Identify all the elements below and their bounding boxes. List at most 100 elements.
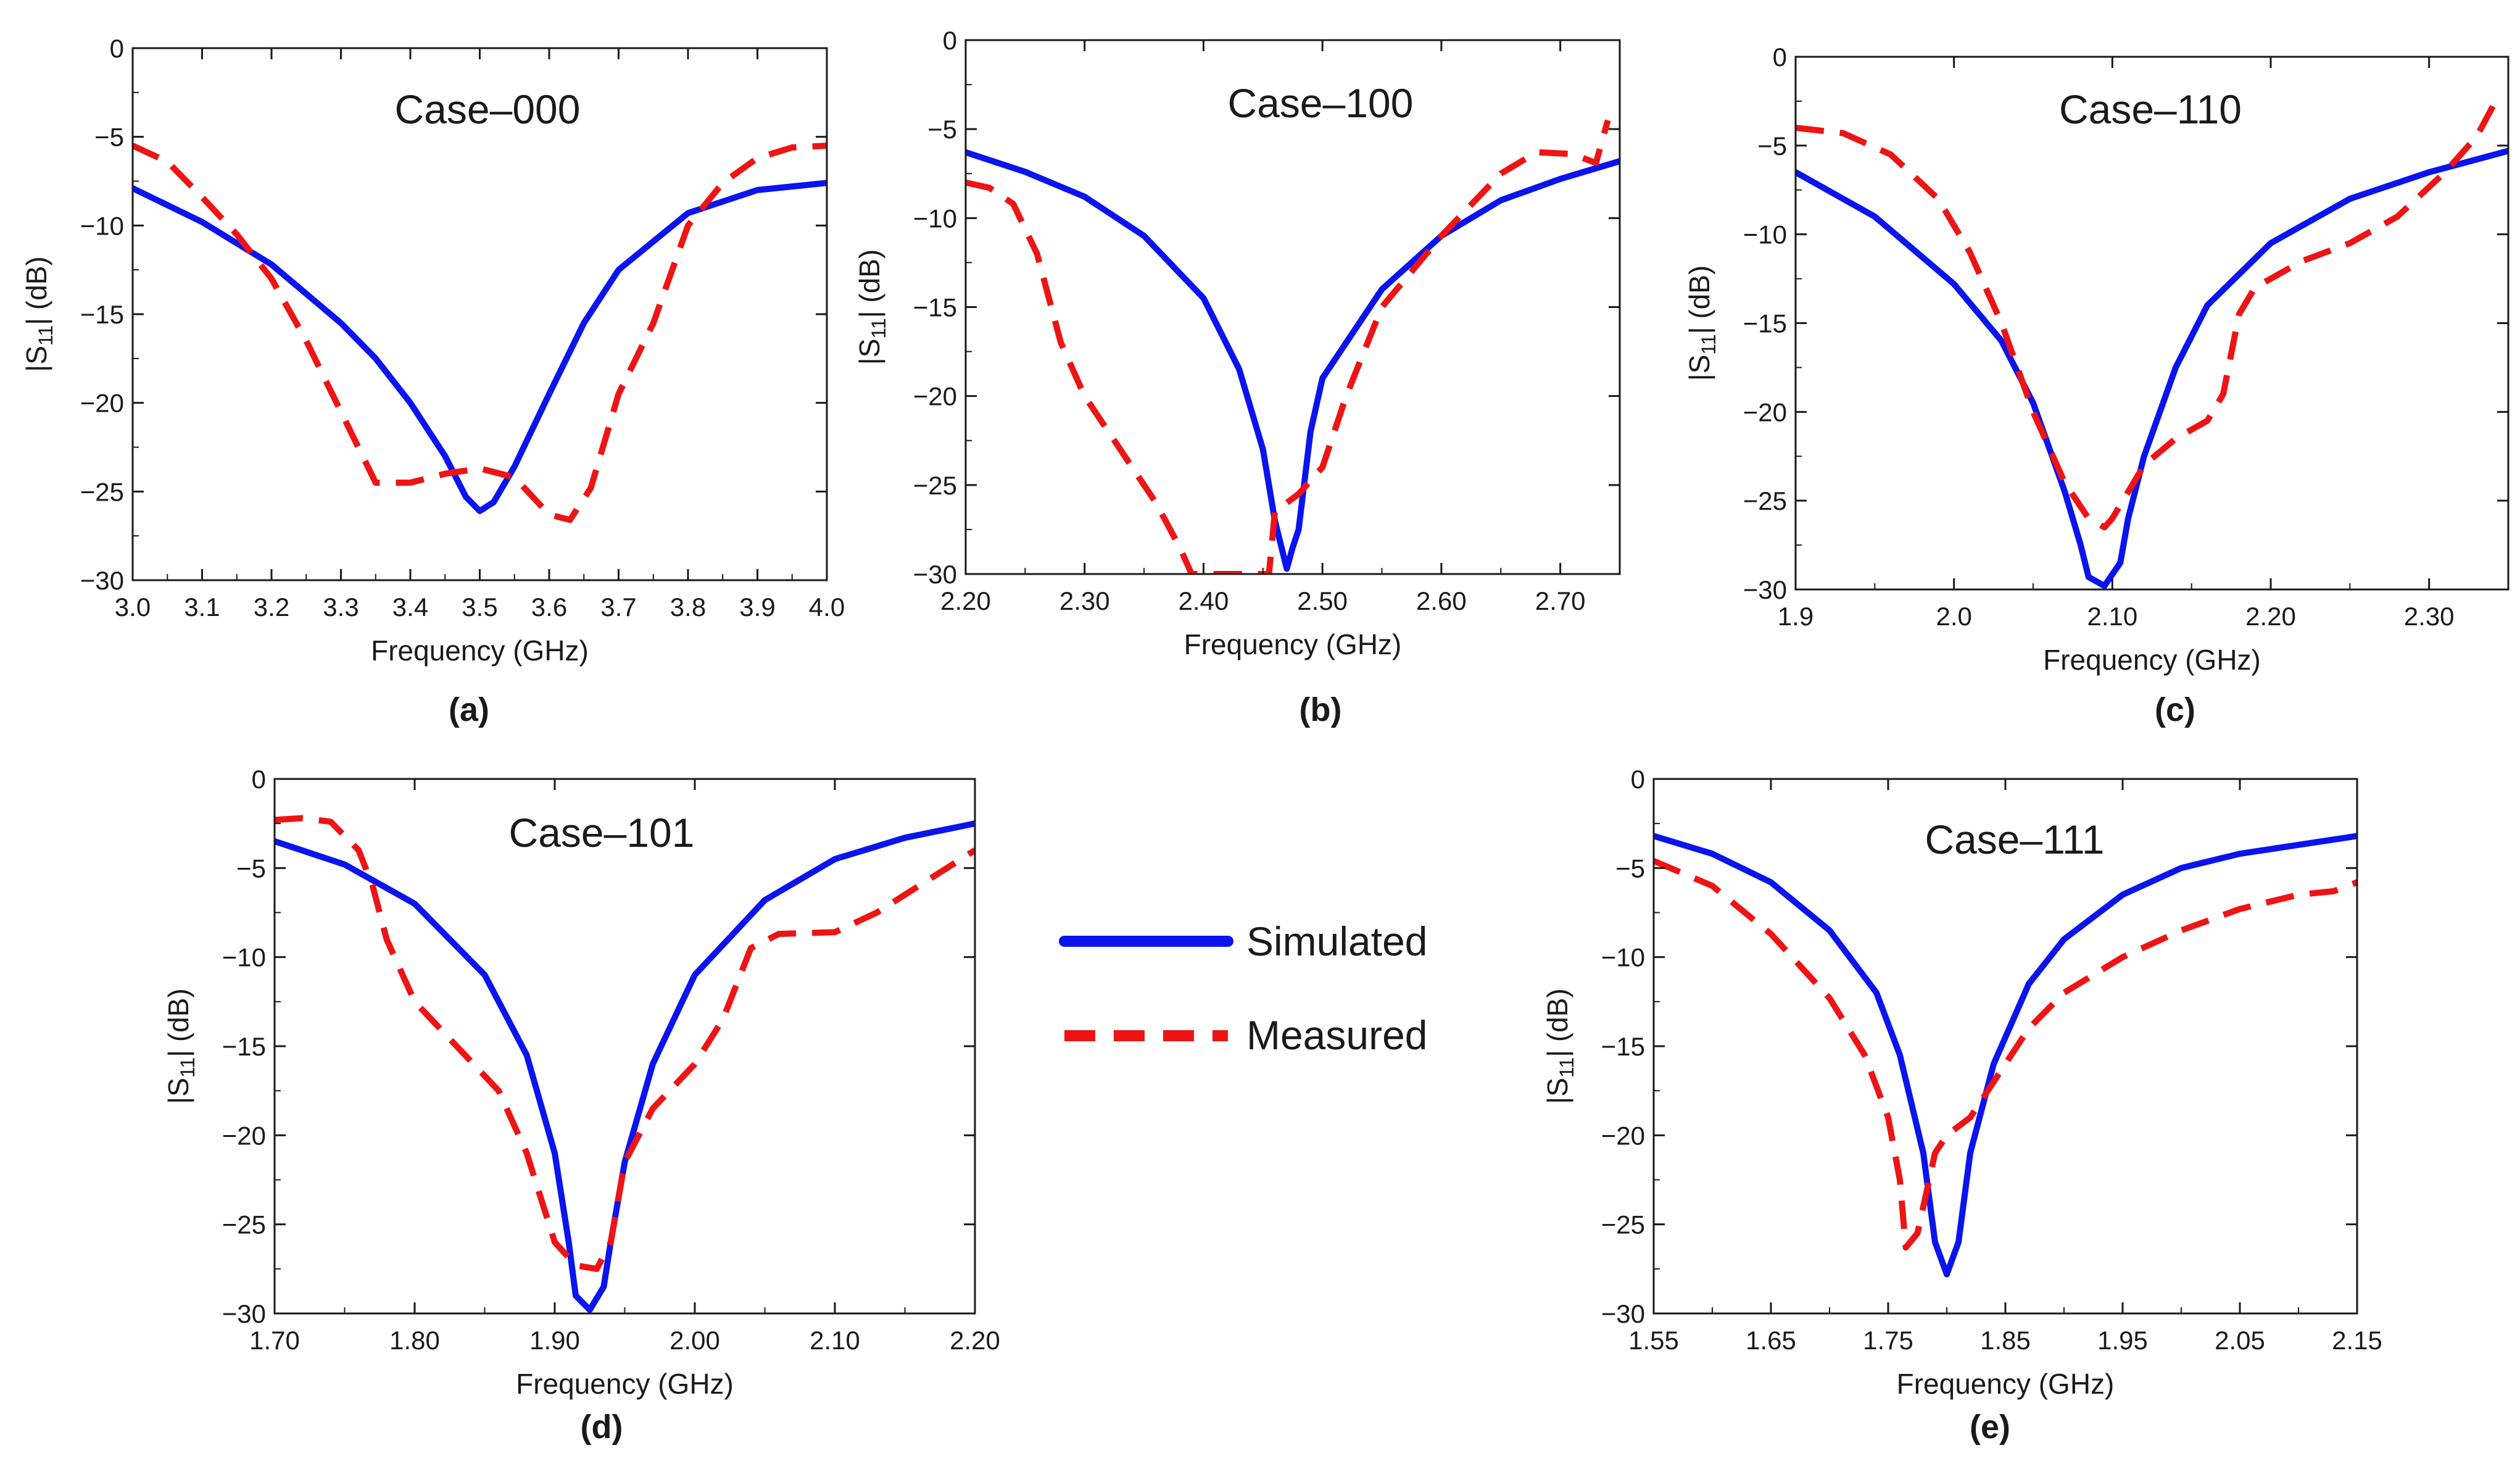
x-axis-label: Frequency (GHz) (1184, 628, 1402, 660)
y-tick-label: −10 (913, 204, 957, 233)
panel-label: (c) (2155, 691, 2195, 728)
plot-frame (273, 778, 976, 1315)
x-tick-label: 2.30 (1059, 586, 1110, 615)
y-axis-label: |S11| (dB) (1683, 265, 1720, 381)
y-tick-label: 0 (110, 34, 124, 63)
measured-series-line (275, 815, 975, 1272)
legend: Simulated Measured (1059, 918, 1428, 1058)
x-tick-label: 2.30 (2404, 602, 2455, 631)
x-tick-label: 3.4 (392, 593, 428, 622)
x-tick-label: 1.70 (249, 1326, 300, 1355)
y-tick-label: −20 (80, 389, 124, 418)
y-tick-label: −30 (222, 1299, 266, 1328)
x-tick-label: 1.95 (2097, 1326, 2148, 1355)
x-tick-label: 4.0 (809, 593, 845, 622)
legend-simulated-label: Simulated (1246, 918, 1428, 964)
x-tick-label: 1.55 (1628, 1326, 1679, 1355)
y-axis-label: |S11| (dB) (853, 249, 890, 365)
x-tick-label: 1.85 (1980, 1326, 2031, 1355)
y-tick-label: −5 (927, 115, 957, 144)
x-tick-label: 2.10 (2087, 602, 2137, 631)
panel-label: (e) (1970, 1409, 2010, 1446)
y-tick-label: −10 (1601, 943, 1645, 972)
measured-series-line (133, 143, 827, 523)
x-tick-label: 2.05 (2215, 1326, 2265, 1355)
y-tick-label: −20 (222, 1121, 266, 1150)
panel-label: (a) (449, 691, 489, 728)
chart-panel-4: 1.70 1.80 1.90 2.00 2.10 2.20 0 −5 −10 −15 −20 −25 −… (162, 765, 1000, 1446)
plot-frame (1794, 56, 2510, 591)
y-tick-label: −25 (222, 1210, 266, 1239)
panel-label: (b) (1299, 691, 1342, 728)
x-tick-label: 2.20 (2245, 602, 2296, 631)
x-axis-label: Frequency (GHz) (516, 1368, 734, 1400)
x-tick-label: 2.50 (1297, 586, 1348, 615)
x-tick-label: 1.90 (529, 1326, 580, 1355)
x-tick-label: 2.20 (950, 1326, 1000, 1355)
measured-series-line (1796, 91, 2503, 531)
y-tick-label: −10 (222, 943, 266, 972)
y-tick-label: −5 (236, 854, 266, 883)
x-tick-label: 3.1 (184, 593, 220, 622)
y-tick-label: −5 (1757, 131, 1787, 160)
y-tick-label: −25 (913, 471, 957, 500)
x-tick-label: 3.5 (462, 593, 497, 622)
x-tick-label: 3.9 (739, 593, 775, 622)
x-tick-label: 2.20 (940, 586, 991, 615)
y-tick-label: −30 (913, 560, 957, 589)
chart-panel-2: 2.20 2.30 2.40 2.50 2.60 2.70 0 −5 −10 −15 −20 −25 −… (853, 26, 1621, 728)
y-tick-label: −20 (1601, 1121, 1645, 1150)
chart-panel-1: 3.0 3.1 3.2 3.3 3.4 3.5 3.6 3.7 3.8 3.9 4.0 0 −5 −10 −… (20, 34, 845, 728)
y-tick-label: −30 (1601, 1299, 1645, 1328)
y-tick-label: −25 (80, 477, 124, 506)
x-tick-label: 2.70 (1535, 586, 1586, 615)
x-tick-label: 2.15 (2332, 1326, 2382, 1355)
x-tick-label: 2.00 (669, 1326, 720, 1355)
x-axis-label: Frequency (GHz) (2043, 644, 2261, 676)
y-tick-label: 0 (1631, 765, 1645, 794)
y-tick-label: −15 (913, 293, 957, 322)
chart-title: Case–110 (2059, 86, 2242, 132)
y-tick-label: −25 (1743, 486, 1787, 515)
y-tick-label: −10 (1743, 220, 1787, 249)
y-tick-label: −5 (94, 123, 124, 152)
y-tick-label: 0 (252, 765, 266, 794)
chart-title: Case–111 (1925, 817, 2104, 862)
chart-panel-5: 1.55 1.65 1.75 1.85 1.95 2.05 2.15 0 −5 −10 −15 −20… (1541, 765, 2382, 1446)
chart-title: Case–101 (509, 810, 695, 855)
x-axis-label: Frequency (GHz) (1897, 1368, 2115, 1400)
x-tick-label: 3.2 (254, 593, 289, 622)
y-tick-label: −15 (1601, 1032, 1645, 1061)
y-axis-label: |S11| (dB) (162, 988, 199, 1104)
measured-series-line (1654, 858, 2357, 1251)
y-axis-label: |S11| (dB) (1541, 988, 1578, 1104)
x-tick-label: 2.60 (1416, 586, 1467, 615)
y-tick-label: −15 (1743, 309, 1787, 338)
x-tick-label: 1.9 (1778, 602, 1813, 631)
y-tick-label: −20 (913, 382, 957, 411)
x-tick-label: 2.0 (1936, 602, 1971, 631)
chart-panel-3: 1.9 2.0 2.10 2.20 2.30 0 −5 −10 −15 −20 −25 −30 Freq… (1683, 43, 2510, 728)
simulated-series-line (966, 149, 1620, 572)
x-tick-label: 3.7 (600, 593, 636, 622)
y-tick-label: −5 (1615, 854, 1645, 883)
x-tick-label: 2.10 (810, 1326, 860, 1355)
legend-measured-label: Measured (1246, 1012, 1428, 1058)
x-tick-label: 1.75 (1863, 1326, 1913, 1355)
simulated-series-line (1796, 148, 2508, 589)
measured-series-line (966, 119, 1611, 574)
x-tick-label: 2.40 (1179, 586, 1229, 615)
y-tick-label: 0 (943, 26, 957, 55)
x-tick-label: 3.6 (531, 593, 567, 622)
x-tick-label: 3.0 (115, 593, 151, 622)
y-tick-label: −20 (1743, 397, 1787, 427)
x-tick-label: 3.3 (323, 593, 359, 622)
x-tick-label: 1.80 (389, 1326, 440, 1355)
y-axis-label: |S11| (dB) (20, 256, 57, 372)
x-tick-label: 3.8 (670, 593, 706, 622)
x-tick-label: 1.65 (1746, 1326, 1796, 1355)
y-tick-label: −25 (1601, 1210, 1645, 1239)
y-tick-label: −15 (222, 1032, 266, 1061)
y-tick-label: 0 (1773, 43, 1787, 72)
